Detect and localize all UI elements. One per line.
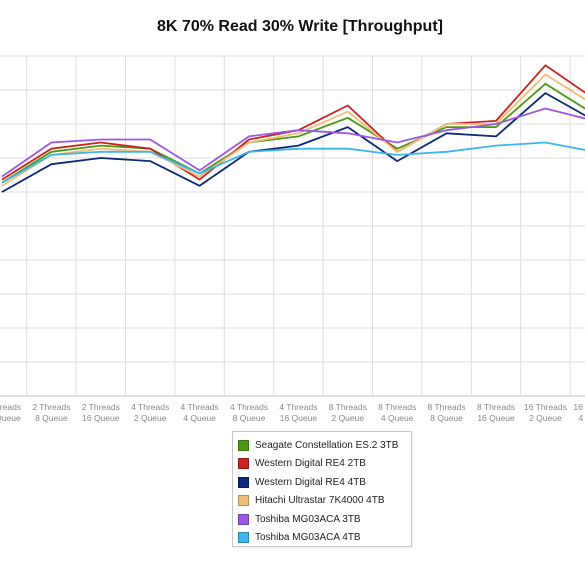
legend-item: Hitachi Ultrastar 7K4000 4TB (238, 493, 385, 509)
legend-item: Western Digital RE4 2TB (238, 456, 366, 472)
x-tick-label: 4 Threads 16 Queue (279, 402, 317, 423)
legend-swatch (238, 439, 249, 451)
legend-swatch (238, 476, 249, 488)
x-tick-label: 8 Threads 16 Queue (477, 402, 515, 423)
legend-item: Western Digital RE4 4TB (238, 474, 366, 490)
series-line-2 (1, 92, 585, 193)
chart-title: 8K 70% Read 30% Write [Throughput] (157, 18, 443, 35)
series-line-0 (1, 82, 585, 184)
x-tick-label: 8 Threads 2 Queue (329, 402, 367, 423)
legend-label: Western Digital RE4 2TB (255, 458, 366, 469)
legend-item: Toshiba MG03ACA 4TB (238, 530, 361, 546)
legend-label: Western Digital RE4 4TB (255, 476, 366, 488)
legend-item: Toshiba MG03ACA 3TB (238, 511, 361, 527)
series-line-5 (1, 141, 585, 184)
x-tick-label: 8 Threads 8 Queue (428, 402, 466, 423)
x-tick-label: 4 Threads 4 Queue (181, 402, 219, 423)
legend-label: Seagate Constellation ES.2 3TB (255, 439, 399, 451)
legend-swatch (238, 532, 249, 543)
chart-grid (0, 55, 585, 397)
chart-legend: Seagate Constellation ES.2 3TB Western Di… (232, 431, 412, 547)
x-tick-label: 8 Threads 4 Queue (378, 402, 416, 423)
x-tick-label: 2 Threads 8 Queue (32, 402, 70, 423)
x-tick-label: 2 Threads 16 Queue (82, 402, 120, 423)
x-tick-label: 4 Threads 8 Queue (230, 402, 268, 423)
x-tick-label: 16 Threads 2 Queue (524, 402, 567, 423)
x-tick-label: 4 Threads 2 Queue (131, 402, 169, 423)
legend-label: Toshiba MG03ACA 3TB (255, 513, 361, 525)
legend-swatch (238, 495, 249, 506)
legend-swatch (238, 458, 249, 469)
legend-label: Hitachi Ultrastar 7K4000 4TB (255, 495, 385, 506)
legend-label: Toshiba MG03ACA 4TB (255, 532, 361, 543)
series-line-4 (1, 107, 585, 178)
legend-swatch (238, 513, 249, 525)
legend-item: Seagate Constellation ES.2 3TB (238, 437, 398, 453)
series-lines (1, 64, 585, 193)
